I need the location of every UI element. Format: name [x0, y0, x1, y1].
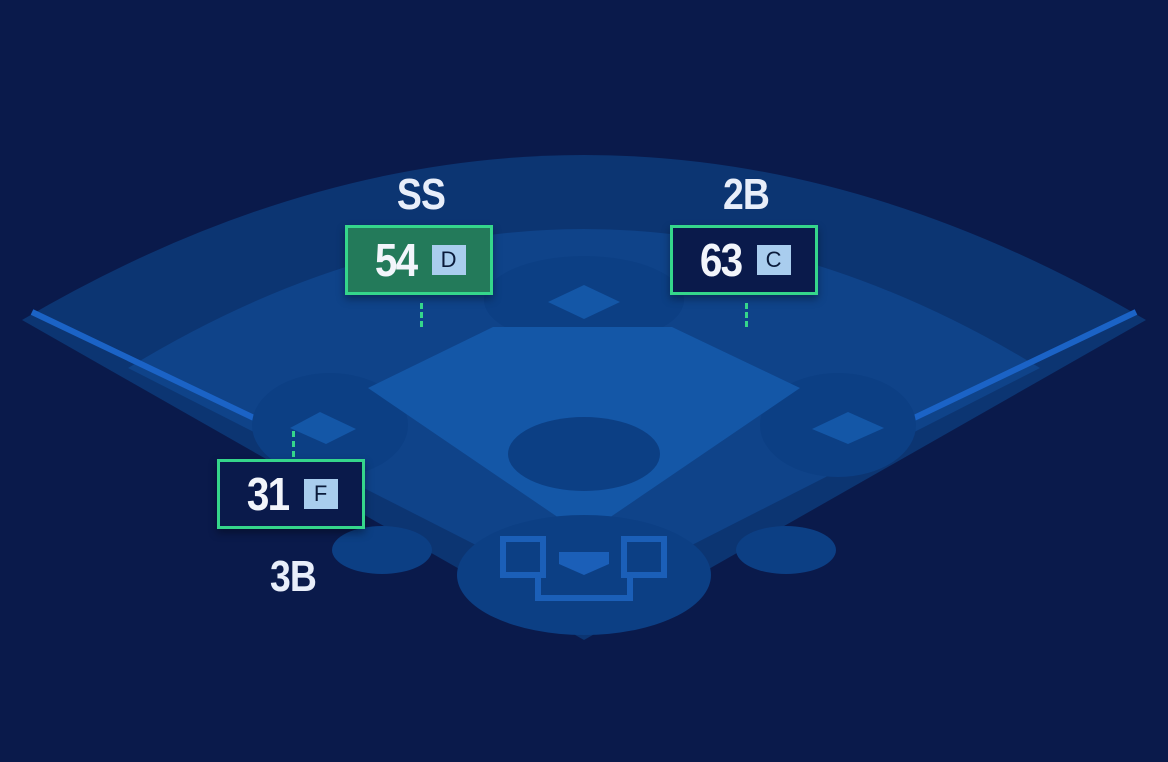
third-base — [290, 412, 356, 444]
first-base — [812, 412, 884, 444]
position-label-2b: 2B — [722, 170, 770, 219]
score: 63 — [700, 234, 743, 286]
connector-tick — [745, 303, 748, 327]
position-label-ss: SS — [396, 170, 446, 219]
score: 31 — [247, 468, 290, 520]
position-card-ss[interactable]: 54 D — [345, 225, 493, 295]
position-label-3b: 3B — [269, 552, 317, 601]
pitchers-mound — [508, 417, 660, 491]
grade-badge: C — [756, 245, 791, 275]
score: 54 — [375, 234, 418, 286]
position-card-2b[interactable]: 63 C — [670, 225, 818, 295]
connector-tick — [420, 303, 423, 327]
on-deck-circle-left — [332, 526, 432, 574]
grade-badge: F — [303, 479, 338, 509]
position-card-3b[interactable]: 31 F — [217, 459, 365, 529]
second-base — [548, 285, 620, 319]
connector-tick — [292, 431, 295, 457]
home-plate — [559, 552, 609, 575]
batters-boxes — [500, 536, 667, 601]
grade-badge: D — [431, 245, 466, 275]
on-deck-circle-right — [736, 526, 836, 574]
